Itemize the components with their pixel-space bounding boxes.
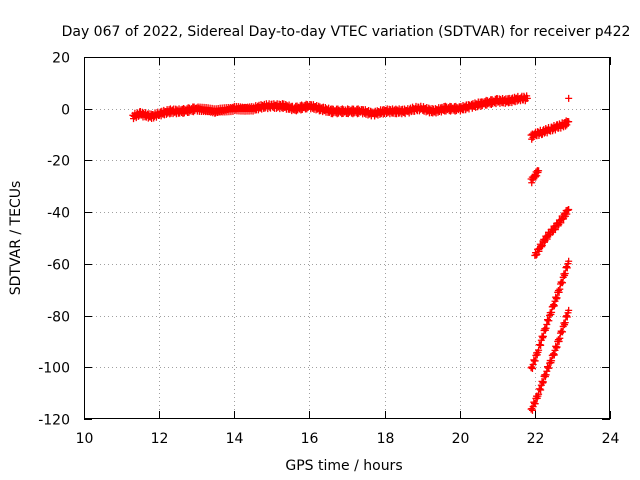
y-tick-label: -80: [47, 310, 70, 326]
data-point: [528, 406, 536, 414]
x-tick-label: 12: [151, 431, 169, 447]
data-point: [563, 313, 571, 321]
data-point: [561, 319, 569, 327]
data-point: [539, 334, 547, 342]
chart-title: Day 067 of 2022, Sidereal Day-to-day VTE…: [62, 24, 631, 40]
data-point: [532, 251, 540, 259]
x-tick-label: 10: [76, 431, 94, 447]
data-point: [565, 94, 573, 102]
data-point: [535, 247, 543, 255]
data-point: [543, 320, 551, 328]
y-tick-label: -120: [38, 413, 70, 429]
data-point: [555, 288, 563, 296]
data-point: [563, 312, 571, 320]
data-point: [535, 346, 543, 354]
data-point: [556, 285, 564, 293]
data-point: [552, 344, 560, 352]
data-point: [559, 279, 567, 287]
data-point: [552, 342, 560, 350]
data-point: [536, 341, 544, 349]
data-point: [553, 294, 561, 302]
data-point: [550, 350, 558, 358]
data-point: [543, 316, 551, 324]
data-point: [538, 243, 546, 251]
data-point: [537, 386, 545, 394]
x-tick-label: 18: [377, 431, 395, 447]
data-point: [550, 301, 558, 309]
data-point: [543, 235, 551, 243]
x-tick-label: 22: [527, 431, 545, 447]
data-point: [536, 385, 544, 393]
data-point: [557, 219, 565, 227]
data-point: [565, 257, 573, 265]
data-point: [535, 167, 543, 175]
data-point: [537, 341, 545, 349]
data-point: [539, 379, 547, 387]
data-point: [543, 363, 551, 371]
data-point: [548, 357, 556, 365]
data-point: [535, 390, 543, 398]
data-point: [553, 343, 561, 351]
chart-grid: [84, 57, 610, 419]
data-point: [529, 360, 537, 368]
data-point: [548, 308, 556, 316]
data-point: [565, 306, 573, 314]
data-point: [550, 302, 558, 310]
y-tick-label: -40: [47, 206, 70, 222]
x-tick-label: 16: [301, 431, 319, 447]
data-point: [530, 356, 538, 364]
data-point: [523, 94, 531, 102]
data-point: [542, 371, 550, 379]
data-point: [528, 365, 536, 373]
y-axis-label: SDTVAR / TECUs: [8, 181, 24, 296]
data-point: [561, 269, 569, 277]
data-point: [556, 334, 564, 342]
data-point: [539, 378, 547, 386]
data-point: [542, 324, 550, 332]
data-point: [531, 357, 539, 365]
data-point: [545, 364, 553, 372]
y-tick-label: -100: [38, 361, 70, 377]
plot-frame: [84, 57, 610, 419]
data-point: [550, 351, 558, 359]
data-point: [559, 328, 567, 336]
y-tick-label: 0: [61, 103, 70, 119]
x-tick-label: 24: [602, 431, 620, 447]
data-point: [555, 337, 563, 345]
data-point: [552, 295, 560, 303]
data-point: [552, 293, 560, 301]
data-point: [563, 263, 571, 271]
x-tick-label: 20: [452, 431, 470, 447]
x-tick-label: 14: [226, 431, 244, 447]
data-points: [129, 92, 573, 414]
data-point: [565, 206, 573, 214]
data-point: [539, 332, 547, 340]
x-axis-label: GPS time / hours: [285, 458, 402, 474]
data-point: [565, 118, 573, 126]
y-tick-label: 20: [52, 51, 70, 67]
data-point: [531, 400, 539, 408]
data-point: [545, 317, 553, 325]
data-point: [530, 398, 538, 406]
data-point: [563, 264, 571, 272]
y-tick-label: -20: [47, 154, 70, 170]
data-point: [551, 226, 559, 234]
chart-axes: 10 12 14 16 18 20 22 24 20 0 -20 -40 -60 -80 -100 -120: [38, 51, 619, 448]
y-tick-label: -60: [47, 258, 70, 274]
